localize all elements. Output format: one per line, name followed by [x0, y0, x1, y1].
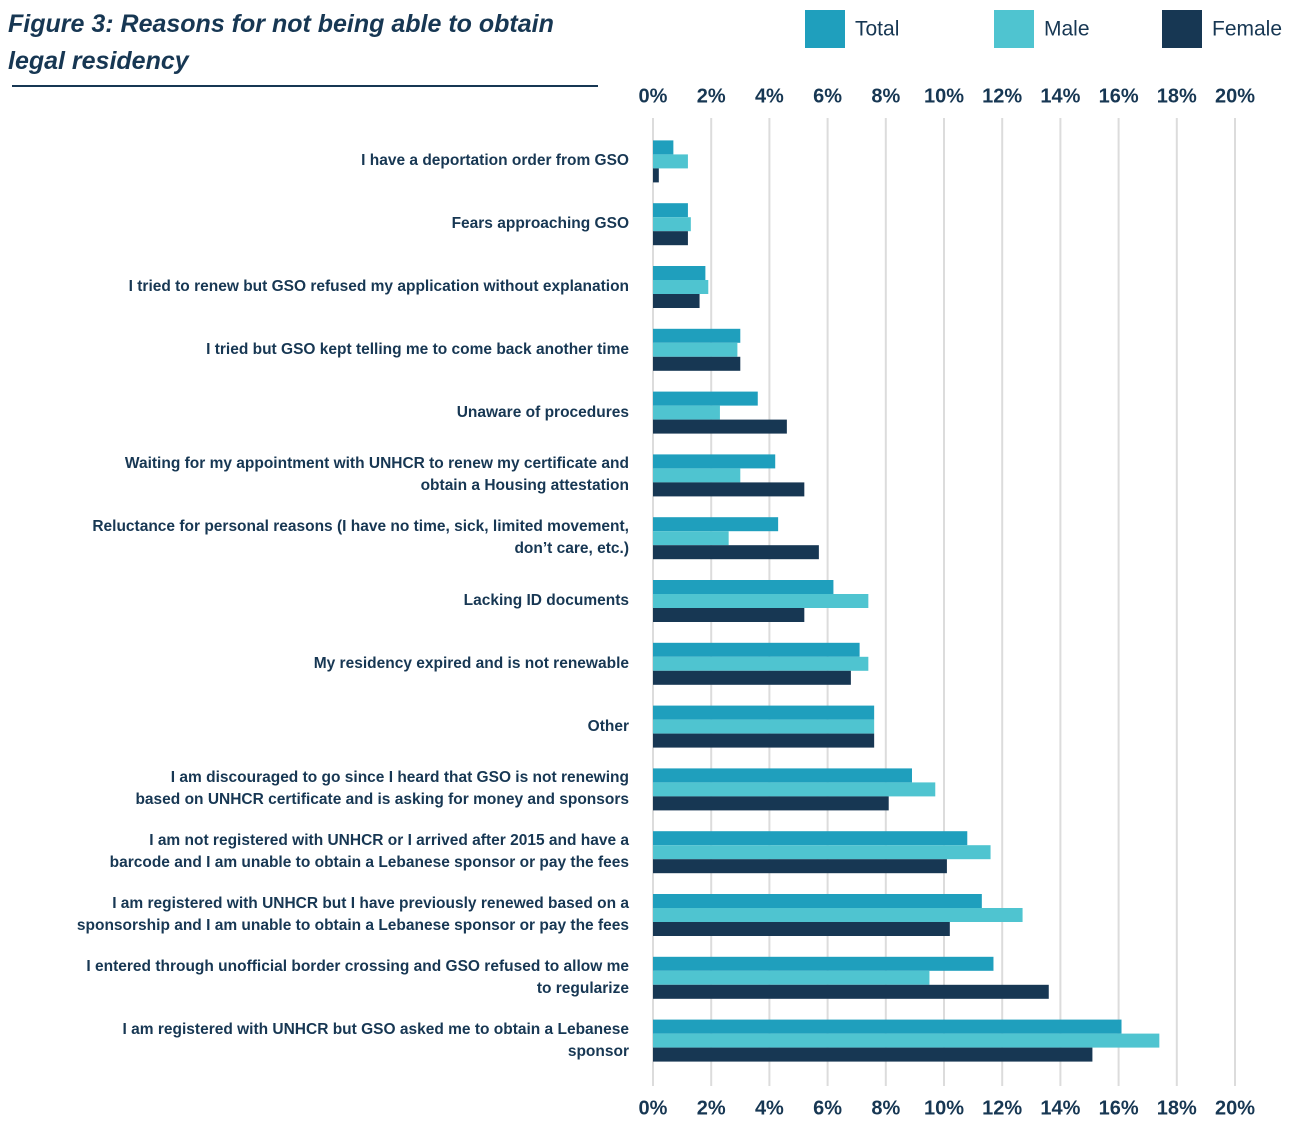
legend-swatch	[805, 10, 845, 48]
bar	[653, 405, 720, 420]
bar	[653, 217, 691, 232]
bar	[653, 140, 674, 155]
bar	[653, 391, 758, 406]
bar	[653, 594, 869, 608]
bar	[653, 894, 982, 908]
bar	[653, 608, 805, 622]
y-tick-label: My residency expired and is not renewabl…	[313, 654, 629, 672]
y-tick-label: I tried but GSO kept telling me to come …	[206, 340, 629, 358]
legend-label: Female	[1212, 18, 1282, 41]
x-tick-label: 10%	[924, 1097, 964, 1119]
x-tick-label: 4%	[755, 85, 784, 107]
bar	[653, 733, 875, 748]
y-tick-label: Fears approaching GSO	[451, 215, 629, 233]
bar	[653, 280, 709, 294]
y-tick-label: Waiting for my appointment with UNHCR to…	[124, 455, 629, 495]
bar	[653, 670, 851, 685]
x-tick-label: 14%	[1040, 85, 1080, 107]
legend-label: Male	[1044, 18, 1090, 41]
bar	[653, 984, 1049, 999]
bar	[653, 203, 688, 218]
bar	[653, 656, 869, 671]
bar	[653, 859, 947, 874]
x-tick-label: 18%	[1157, 85, 1197, 107]
bar	[653, 517, 779, 532]
x-tick-label: 16%	[1099, 1097, 1139, 1119]
bar	[653, 705, 875, 720]
bar	[653, 154, 688, 169]
bar	[653, 482, 805, 497]
x-tick-label: 0%	[639, 85, 668, 107]
bar	[653, 768, 912, 783]
x-tick-label: 0%	[639, 1097, 668, 1119]
bar	[653, 831, 968, 846]
y-tick-label: I am registered with UNHCR but GSO asked…	[122, 1020, 629, 1060]
legend-label: Total	[855, 18, 899, 41]
bar	[653, 970, 930, 985]
bar	[653, 531, 729, 546]
x-tick-label: 20%	[1215, 85, 1255, 107]
bar	[653, 419, 787, 434]
chart-title: Figure 3: Reasons for not being able to …	[8, 10, 554, 75]
bar	[653, 266, 706, 280]
y-tick-label: I am not registered with UNHCR or I arri…	[109, 832, 629, 872]
y-tick-label: Unaware of procedures	[456, 403, 629, 421]
x-tick-label: 6%	[813, 1097, 842, 1119]
x-tick-label: 14%	[1040, 1097, 1080, 1119]
y-tick-label: Lacking ID documents	[463, 592, 629, 609]
bar	[653, 1019, 1122, 1034]
legend-swatch	[994, 10, 1034, 48]
x-tick-label: 20%	[1215, 1097, 1255, 1119]
y-tick-label: I entered through unofficial border cros…	[86, 957, 629, 997]
x-tick-label: 10%	[924, 85, 964, 107]
y-tick-label: Reluctance for personal reasons (I have …	[92, 518, 629, 558]
x-tick-label: 2%	[697, 85, 726, 107]
bar	[653, 328, 741, 343]
bar	[653, 908, 1023, 922]
y-tick-label: I have a deportation order from GSO	[361, 152, 629, 170]
bar	[653, 922, 950, 936]
bar	[653, 719, 875, 734]
bar	[653, 168, 659, 183]
x-tick-label: 18%	[1157, 1097, 1197, 1119]
x-tick-label: 12%	[982, 85, 1022, 107]
bar	[653, 454, 776, 469]
bar	[653, 1047, 1093, 1062]
bar	[653, 1033, 1160, 1048]
bar	[653, 956, 994, 971]
y-tick-label: I tried to renew but GSO refused my appl…	[128, 278, 629, 295]
bar	[653, 845, 991, 860]
bar	[653, 642, 860, 657]
bar	[653, 356, 741, 371]
y-tick-label: I am discouraged to go since I heard tha…	[135, 769, 629, 809]
bar	[653, 294, 700, 308]
x-tick-label: 12%	[982, 1097, 1022, 1119]
bar	[653, 580, 834, 594]
legend-swatch	[1162, 10, 1202, 48]
x-tick-label: 8%	[871, 85, 900, 107]
bar	[653, 796, 889, 811]
bar	[653, 342, 738, 357]
bar	[653, 231, 688, 246]
x-tick-label: 4%	[755, 1097, 784, 1119]
bar	[653, 782, 936, 797]
x-tick-label: 2%	[697, 1097, 726, 1119]
bar	[653, 545, 819, 560]
y-tick-label: I am registered with UNHCR but I have pr…	[76, 895, 629, 934]
x-tick-label: 16%	[1099, 85, 1139, 107]
x-tick-label: 6%	[813, 85, 842, 107]
bar	[653, 468, 741, 483]
x-tick-label: 8%	[871, 1097, 900, 1119]
y-tick-label: Other	[587, 717, 629, 735]
